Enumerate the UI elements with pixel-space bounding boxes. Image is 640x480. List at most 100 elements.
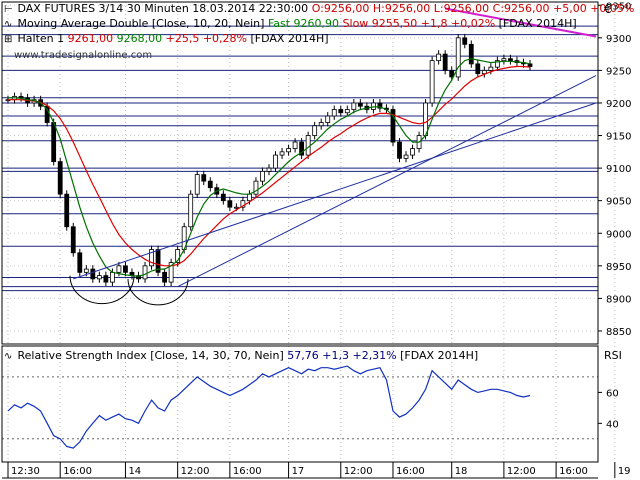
candle-body [207,180,213,189]
chart-header: ⊢ DAX FUTURES 3/14 30 Minuten 18.03.2014… [4,2,634,16]
candle-body [455,37,461,78]
ma-label: Moving Average Double [Close, 10, 20, Ne… [17,17,265,30]
candle-body [403,154,409,159]
trendline-resistance [444,7,597,38]
candle-body [260,170,265,182]
candle-body [501,58,507,62]
rsi-change: +1,3 +2,31% [322,349,397,362]
candle-body [83,268,89,273]
rsi-panel [2,346,616,462]
rsi-label: Relative Strength Index [Close, 14, 30, … [17,349,284,362]
rsi-ytick-label: 40 [606,419,619,430]
halten-header: ⊞ Halten 1 9261,00 9268,00 +25,5 +0,28% … [4,32,329,46]
ma-symbol: [FDAX 2014H] [498,17,577,30]
ma-fast-line [8,58,531,277]
instrument-title: DAX FUTURES 3/14 30 Minuten [17,2,189,15]
candle-body [64,193,70,228]
candle-body [149,249,154,267]
candle-body [168,262,174,283]
candle-body [266,167,272,172]
candle-body [155,249,161,273]
candle-body [527,63,533,67]
price-ytick-label: 9350 [606,1,631,12]
candle-body [410,148,415,156]
halten-value-red: 9261,00 [67,32,114,45]
candle-body [194,174,200,195]
header-datetime: 18.03.2014 22:30:00 [192,2,309,15]
candle-body [116,265,122,273]
candle-body [103,275,109,283]
xtick-label: 12:00 [181,466,210,477]
rsi-panel-frame [1,345,599,463]
xtick-label: 12:30 [11,466,40,477]
ma-change: +1,8 +0,02% [420,17,496,30]
candle-body [142,265,148,280]
candle-body [51,122,57,162]
candle-body [247,193,252,202]
halten-change: +25,5 +0,28% [165,32,247,45]
xtick-label: 12:00 [507,466,536,477]
price-ytick-label: 8850 [606,327,631,338]
rsi-axis-title: RSI [604,349,622,362]
candle-body [325,115,331,123]
candle-body [468,43,474,65]
candle-body [188,193,194,228]
double-bottom-arc-left [69,275,135,305]
price-ytick-label: 9050 [606,197,631,208]
price-ytick-label: 8950 [606,262,631,273]
candle-body [286,148,291,153]
xtick-label: 19 [618,466,631,477]
candle-body [123,265,128,273]
candle-body [136,275,141,280]
candle-body [96,275,102,280]
price-ytick-label: 9250 [606,66,631,77]
candle-body [429,60,435,104]
xtick-label: 16:00 [396,466,425,477]
xtick-label: 14 [128,466,141,477]
currency-label: € [604,2,612,16]
ma-indicator-icon: ∿ [4,19,13,30]
halten-indicator-icon: ⊞ [4,34,13,45]
candle-body [318,122,324,127]
price-ytick-label: 9300 [606,34,631,45]
rsi-line [7,365,531,449]
candle-body [508,58,513,62]
candle-body [292,141,298,149]
xtick-label: 18 [455,466,468,477]
candle-body [305,135,311,156]
candle-body [488,66,494,71]
candle-body [253,180,259,195]
candle-body [18,96,24,99]
candle-body [77,252,83,273]
candle-body [273,154,278,169]
price-ytick-label: 9100 [606,164,631,175]
ma-slow-value: Slow 9255,50 [342,17,418,30]
rsi-symbol: [FDAX 2014H] [400,349,479,362]
rsi-indicator-icon: ∿ [4,351,13,362]
rsi-header: ∿ Relative Strength Index [Close, 14, 30… [4,349,478,363]
double-bottom-arc-right [127,278,189,306]
candle-body [312,125,318,136]
candle-body [162,271,168,283]
candle-body [338,109,344,114]
trendline-support [177,75,597,288]
candle-body [110,271,115,283]
candle-body [377,102,383,109]
xtick-label: 17 [292,466,305,477]
xtick-label: 12:00 [344,466,373,477]
candle-body [351,102,357,110]
candle-body [175,249,181,263]
price-ytick-label: 9000 [606,229,631,240]
candle-body [299,141,305,156]
halten-label: Halten 1 [17,32,65,45]
candle-body [233,206,239,209]
xtick-label: 16:00 [63,466,92,477]
candle-body [397,141,402,159]
header-ohlc: O:9256,00 H:9256,00 L:9256,00 [311,2,490,15]
candle-body [357,102,363,107]
candle-body [436,53,442,62]
chart-type-icon: ⊢ [4,4,13,15]
candle-body [57,161,63,195]
